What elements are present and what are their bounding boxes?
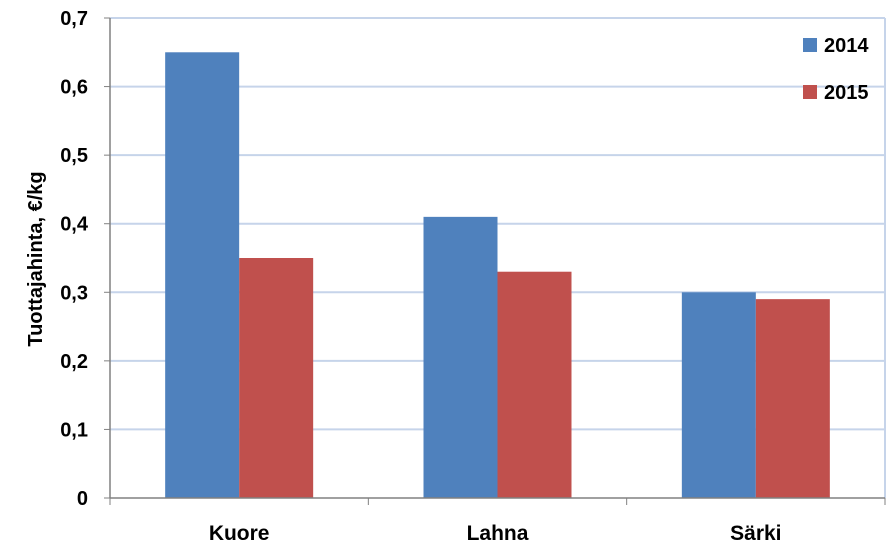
- y-tick-label: 0,5: [60, 145, 88, 167]
- legend: 2014 2015: [803, 35, 869, 104]
- x-tick-label: Lahna: [467, 522, 529, 545]
- x-tick-label: Kuore: [209, 522, 270, 545]
- bar: [681, 292, 756, 498]
- bars: [165, 52, 830, 499]
- y-tick-label: 0,2: [60, 351, 88, 373]
- y-tick-label: 0,4: [60, 214, 89, 236]
- legend-swatch: [803, 38, 817, 52]
- y-tick-labels: 0 0,1 0,2 0,3 0,4 0,5 0,6 0,7: [60, 8, 89, 510]
- y-tick-label: 0,6: [60, 77, 88, 99]
- x-tick-labels: Kuore Lahna Särki: [209, 522, 782, 545]
- bar: [239, 258, 314, 498]
- legend-swatch: [803, 85, 817, 99]
- y-axis-title: Tuottajahinta, €/kg: [25, 171, 47, 346]
- y-tick-label: 0: [77, 488, 88, 510]
- legend-label: 2014: [824, 35, 869, 57]
- bar: [755, 299, 830, 498]
- y-tick-label: 0,1: [60, 419, 88, 441]
- axes: [104, 17, 886, 505]
- bar: [497, 271, 572, 498]
- y-tick-label: 0,7: [60, 8, 88, 30]
- legend-label: 2015: [824, 82, 869, 104]
- x-tick-label: Särki: [730, 522, 781, 545]
- bar: [165, 52, 240, 499]
- y-tick-label: 0,3: [60, 282, 88, 304]
- bar: [423, 216, 498, 498]
